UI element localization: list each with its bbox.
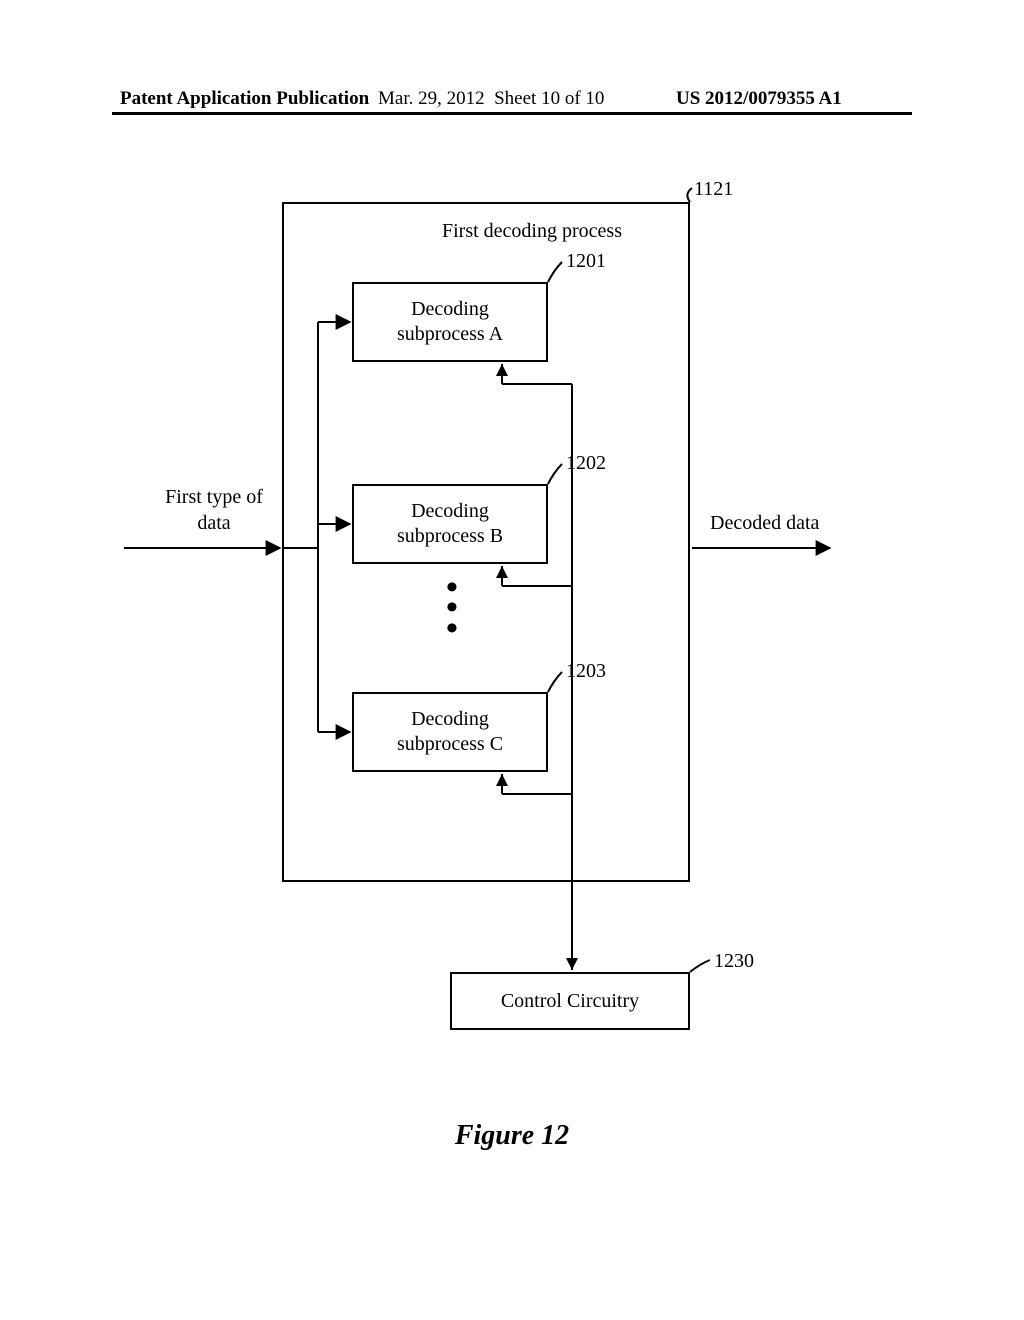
arrowhead-into-a: [496, 364, 508, 376]
leader-1121: [687, 188, 692, 202]
arrowhead-into-control: [566, 958, 578, 970]
leader-1201: [548, 262, 562, 282]
arrowhead-into-b: [496, 566, 508, 578]
header-sheet: Sheet 10 of 10: [494, 88, 604, 109]
header-pubno: US 2012/0079355 A1: [676, 88, 842, 110]
leader-1230: [690, 960, 710, 972]
arrowhead-into-c: [496, 774, 508, 786]
figure-caption: Figure 12: [0, 1120, 1024, 1152]
header-left: Patent Application Publication: [120, 88, 369, 110]
leader-1203: [548, 672, 562, 692]
leader-1202: [548, 464, 562, 484]
header-rule: [112, 112, 912, 115]
header-date: Mar. 29, 2012: [378, 88, 485, 109]
figure-diagram: First decoding process Decoding subproce…: [112, 150, 912, 1150]
connector-svg: [112, 150, 912, 1150]
header-mid: Mar. 29, 2012 Sheet 10 of 10: [378, 88, 604, 110]
